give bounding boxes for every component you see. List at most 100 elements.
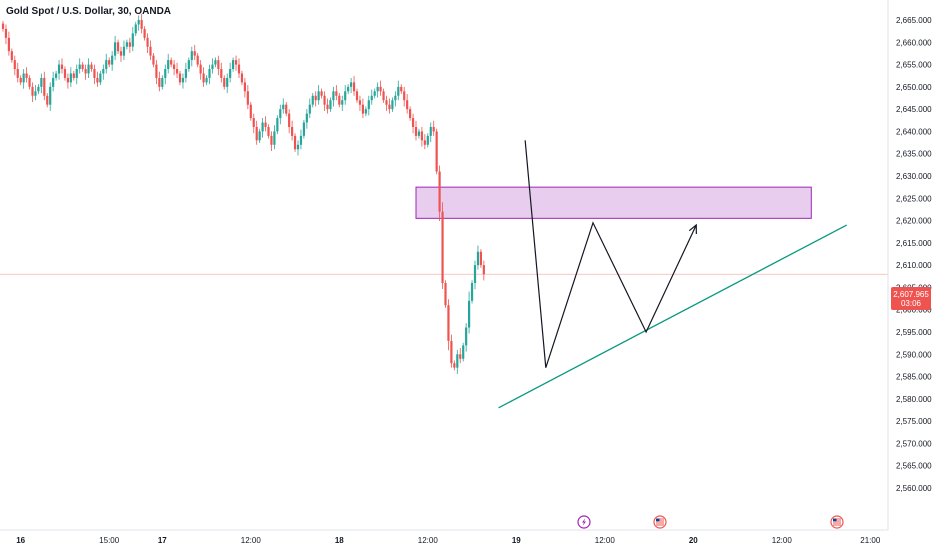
candle-body bbox=[411, 118, 415, 127]
candle-body bbox=[370, 95, 373, 101]
candle-body bbox=[99, 73, 102, 83]
candle-body bbox=[326, 104, 329, 110]
price-tick-label: 2,645.000 bbox=[896, 105, 932, 114]
candle-body bbox=[22, 73, 25, 83]
candle-body bbox=[267, 126, 270, 136]
event-markers bbox=[577, 515, 844, 529]
candle-body bbox=[1, 23, 5, 29]
candle-body bbox=[414, 126, 418, 136]
candle-body bbox=[220, 69, 223, 78]
price-tick-label: 2,635.000 bbox=[896, 150, 932, 159]
candle-body bbox=[196, 55, 199, 65]
candle-body bbox=[450, 340, 453, 364]
us-flag-icon[interactable] bbox=[653, 515, 667, 529]
candle-body bbox=[320, 91, 323, 96]
candle-body bbox=[84, 69, 87, 74]
last-price-tag-bg bbox=[891, 287, 931, 310]
candle-body bbox=[314, 95, 317, 101]
projection-path bbox=[524, 140, 697, 368]
candle-body bbox=[394, 95, 397, 101]
candle-body bbox=[111, 55, 114, 65]
candle-body bbox=[199, 64, 202, 74]
candle-body bbox=[69, 73, 72, 83]
price-tick-label: 2,630.000 bbox=[896, 172, 932, 181]
flag-icon-circle bbox=[653, 515, 667, 529]
candle-body bbox=[105, 60, 108, 70]
candle-body bbox=[57, 64, 61, 74]
candle-body bbox=[161, 77, 164, 87]
time-tick-label: 17 bbox=[158, 536, 167, 545]
price-tick-label: 2,655.000 bbox=[896, 61, 932, 70]
candle-body bbox=[273, 131, 276, 145]
price-tick-label: 2,615.000 bbox=[896, 239, 932, 248]
price-tick-label: 2,590.000 bbox=[896, 350, 932, 359]
lightning-bolt bbox=[582, 518, 586, 526]
candle-body bbox=[296, 144, 300, 150]
candle-body bbox=[223, 77, 226, 87]
candle-body bbox=[423, 140, 426, 145]
chart-title: Gold Spot / U.S. Dollar, 30, OANDA bbox=[6, 6, 172, 17]
candle-body bbox=[350, 82, 353, 87]
last-price-countdown: 03:06 bbox=[901, 299, 922, 308]
candle-body bbox=[302, 122, 305, 136]
candle-body bbox=[40, 77, 43, 87]
candle-body bbox=[202, 73, 205, 83]
flag-icon-circle bbox=[830, 515, 844, 529]
candle-body bbox=[96, 77, 99, 83]
candle-body bbox=[13, 60, 16, 70]
us-flag-icon[interactable] bbox=[830, 515, 844, 529]
candle-body bbox=[335, 91, 338, 96]
projection-arrowhead bbox=[688, 223, 697, 235]
candle-body bbox=[441, 211, 444, 283]
candle-body bbox=[243, 82, 246, 92]
candle-body bbox=[391, 100, 394, 110]
price-axis[interactable]: 2,665.000 2,660.000 2,655.000 2,650.000 2,64… bbox=[896, 16, 932, 493]
candle-body bbox=[382, 91, 385, 101]
candle-body bbox=[476, 251, 480, 266]
candle-body bbox=[19, 77, 22, 83]
flag-stripe bbox=[656, 524, 664, 526]
candle-body bbox=[234, 60, 238, 65]
candle-body bbox=[459, 354, 462, 359]
candle-body bbox=[81, 64, 84, 70]
candle-body bbox=[468, 300, 471, 328]
candle-body bbox=[264, 122, 267, 127]
candle-body bbox=[252, 118, 255, 127]
candle-body bbox=[217, 60, 220, 70]
price-tick-label: 2,600.000 bbox=[896, 306, 932, 315]
candle-body bbox=[49, 86, 52, 105]
candle-body bbox=[447, 305, 450, 341]
price-tick-label: 2,575.000 bbox=[896, 417, 932, 426]
candle-body bbox=[116, 42, 120, 52]
time-tick-label: 18 bbox=[335, 536, 344, 545]
candle-body bbox=[16, 69, 19, 78]
candle-body bbox=[347, 86, 350, 92]
time-axis[interactable]: 16 15:00 17 12:00 18 12:00 19 12:00 20 12:00 21:00 bbox=[16, 536, 881, 545]
candle-body bbox=[90, 64, 93, 70]
price-tick-label: 2,640.000 bbox=[896, 127, 932, 136]
candle-body bbox=[134, 24, 137, 34]
candle-body bbox=[108, 60, 111, 65]
candle-body bbox=[211, 64, 214, 70]
candle-body bbox=[167, 60, 170, 70]
candle-body bbox=[429, 126, 432, 136]
candle-body bbox=[465, 327, 468, 346]
candle-body bbox=[102, 69, 105, 74]
candle-body bbox=[184, 69, 187, 78]
time-tick-label: 12:00 bbox=[772, 536, 793, 545]
flag-stripe bbox=[833, 522, 841, 524]
lightning-icon[interactable] bbox=[577, 515, 591, 529]
last-price-tag: 2,607.965 03:06 bbox=[891, 287, 931, 310]
time-tick-label: 12:00 bbox=[241, 536, 262, 545]
candle-body bbox=[403, 91, 406, 101]
candle-body bbox=[435, 131, 438, 172]
candle-body bbox=[173, 64, 176, 70]
candle-body bbox=[261, 122, 264, 132]
candle-body bbox=[338, 95, 341, 105]
candle-body bbox=[400, 86, 403, 92]
price-tick-label: 2,660.000 bbox=[896, 38, 932, 47]
candle-body bbox=[426, 135, 429, 145]
price-tick-label: 2,610.000 bbox=[896, 261, 932, 270]
candle-body bbox=[181, 77, 185, 83]
